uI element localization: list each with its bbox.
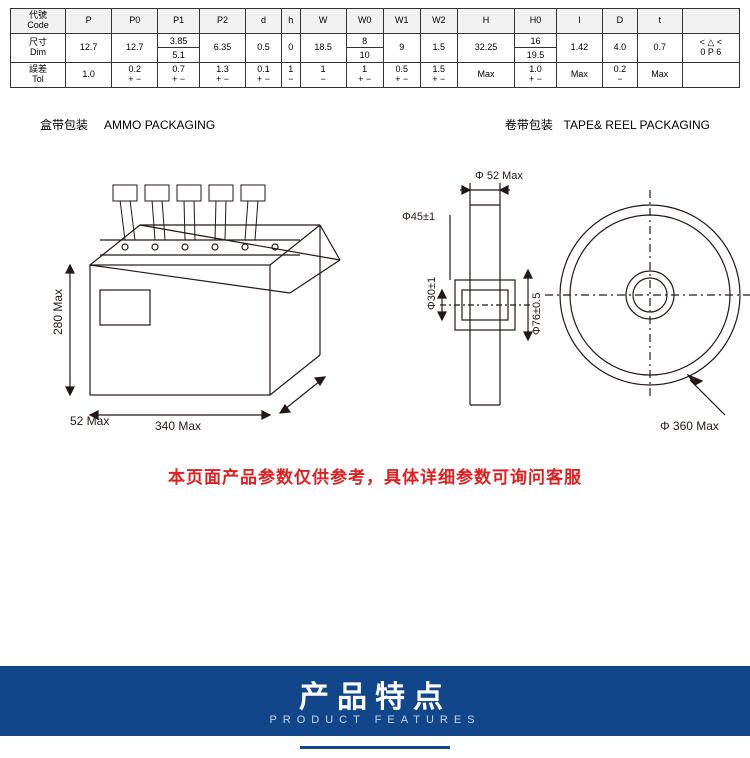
svg-text:280 Max: 280 Max (51, 289, 65, 335)
banner-title: 产品特点 (0, 672, 750, 716)
svg-text:Φ76±0.5: Φ76±0.5 (531, 292, 543, 334)
reel-side-diagram: Φ 52 Max Φ45±1 Φ30±1 Φ76±0.5 (402, 170, 543, 405)
svg-text:Φ30±1: Φ30±1 (426, 276, 438, 309)
svg-text:340 Max: 340 Max (155, 419, 201, 433)
spec-table: 代號CodePP0P1P2dhWW0W1W2HH0IDt 尺寸Dim12.712… (10, 8, 740, 88)
packaging-labels: 盒带包装 AMMO PACKAGING 卷带包装 TAPE& REEL PACK… (40, 116, 710, 133)
banner-subtitle: PRODUCT FEATURES (0, 714, 750, 726)
features-banner: 产品特点 PRODUCT FEATURES (0, 638, 750, 758)
ammo-box-diagram: 280 Max 340 Max 52 Max (51, 185, 340, 433)
reel-front-diagram: Φ 360 Max (545, 190, 750, 433)
diagrams-area: 280 Max 340 Max 52 Max Φ 52 M (0, 145, 750, 445)
reel-label-cn: 卷带包装 (505, 118, 553, 132)
ammo-label-cn: 盒带包装 (40, 118, 88, 132)
svg-text:52 Max: 52 Max (70, 414, 109, 428)
svg-text:Φ 360 Max: Φ 360 Max (660, 419, 719, 433)
svg-text:Φ 52 Max: Φ 52 Max (475, 170, 523, 182)
ammo-label-en: AMMO PACKAGING (104, 118, 215, 132)
svg-text:Φ45±1: Φ45±1 (402, 211, 435, 223)
reel-label-en: TAPE& REEL PACKAGING (564, 118, 710, 132)
disclaimer-note: 本页面产品参数仅供参考，具体详细参数可询问客服 (0, 463, 750, 488)
